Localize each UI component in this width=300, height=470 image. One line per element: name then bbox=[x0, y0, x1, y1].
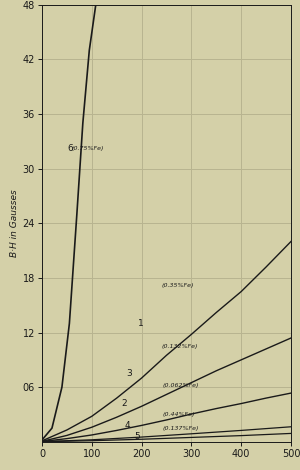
Text: 3: 3 bbox=[127, 369, 132, 378]
Text: (0.132%Fe): (0.132%Fe) bbox=[161, 344, 198, 349]
Text: 2: 2 bbox=[122, 399, 127, 408]
Text: (0.062%Fe): (0.062%Fe) bbox=[163, 383, 199, 388]
Text: 4: 4 bbox=[124, 421, 130, 430]
Text: (0.44%Fe): (0.44%Fe) bbox=[163, 412, 196, 417]
Y-axis label: B·H in Gausses: B·H in Gausses bbox=[10, 189, 19, 257]
Text: (0.75%Fe): (0.75%Fe) bbox=[72, 146, 104, 151]
Text: (0.137%Fe): (0.137%Fe) bbox=[163, 426, 200, 431]
Text: (0.35%Fe): (0.35%Fe) bbox=[161, 282, 194, 288]
Text: 5: 5 bbox=[134, 432, 140, 441]
Text: 1: 1 bbox=[138, 319, 143, 328]
Text: 6: 6 bbox=[67, 144, 73, 153]
